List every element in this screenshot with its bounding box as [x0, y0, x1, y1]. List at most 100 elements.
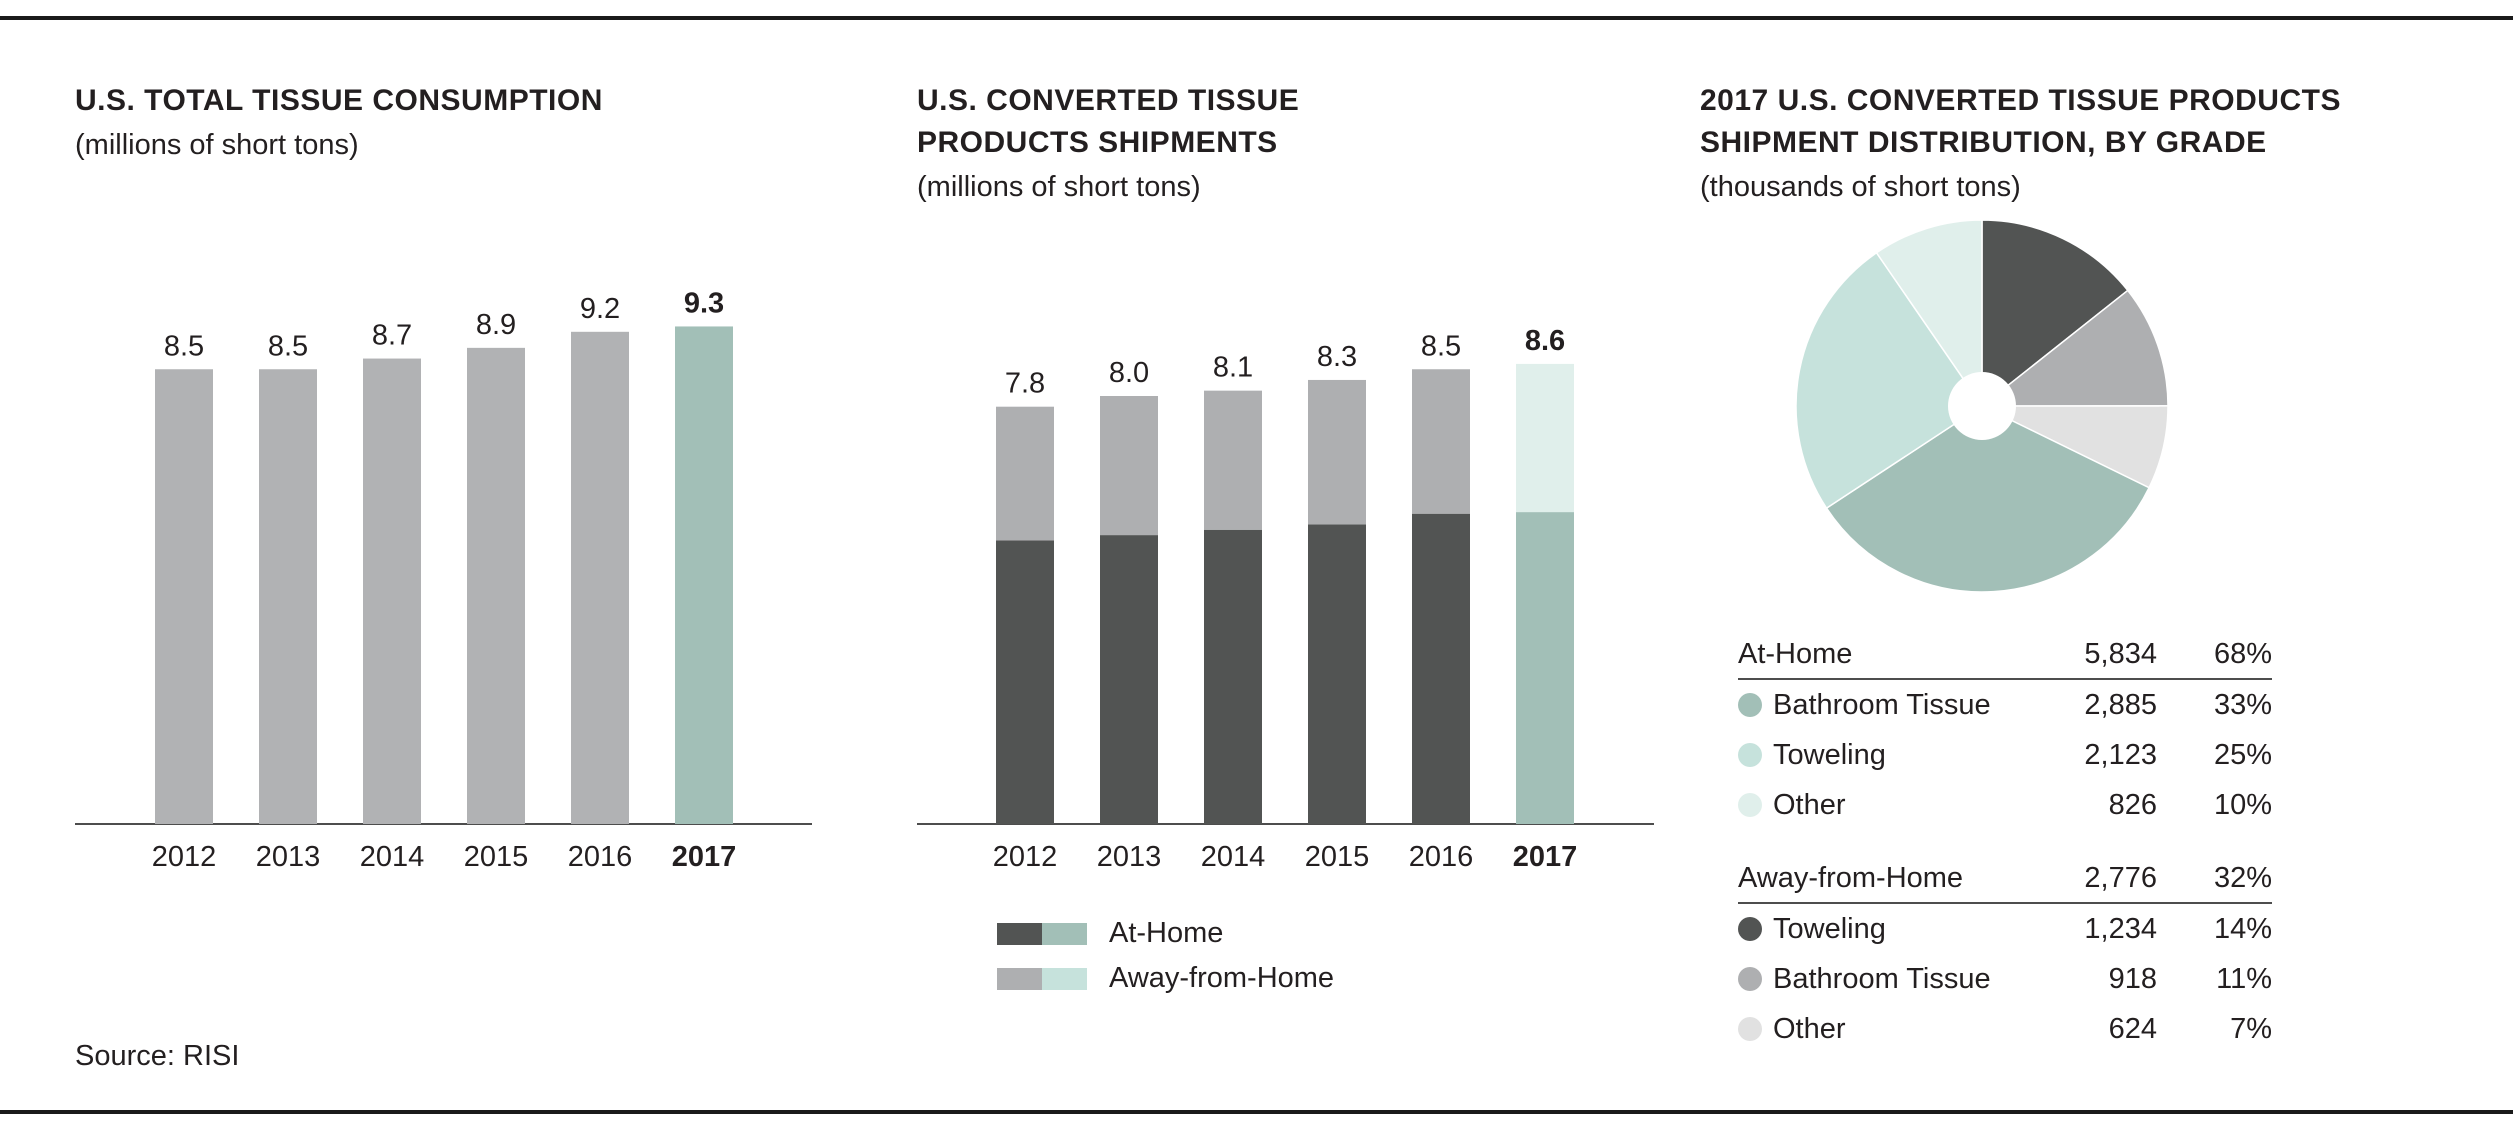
bar-2013 [259, 369, 317, 824]
legend-item-at-home: At-Home [997, 917, 1223, 950]
table-row: Other 624 7% [1738, 1004, 2272, 1054]
legend-dot-icon [1738, 1017, 1762, 1041]
top-rule [0, 16, 2513, 20]
bar-2015 [467, 347, 525, 824]
chart2-title-line2: PRODUCTS SHIPMENTS [917, 126, 1278, 159]
bar-2014 [363, 358, 421, 824]
chart1-title: U.S. TOTAL TISSUE CONSUMPTION [75, 84, 603, 117]
table-row: Bathroom Tissue 2,885 33% [1738, 680, 2272, 730]
data-label-2014: 8.7 [372, 320, 412, 352]
data-label-2012: 7.8 [1005, 368, 1045, 400]
bottom-rule [0, 1110, 2513, 1114]
chart2-title: U.S. CONVERTED TISSUE PRODUCTS SHIPMENTS [917, 80, 1299, 164]
shipments-stacked-bar-chart: 7.8 2012 8.0 2013 8.1 2014 8.3 2015 8.5 2016 8.6 20… [917, 325, 1654, 873]
pie-slice-home-other [1875, 219, 1983, 409]
bar-at-home-2016 [1412, 513, 1470, 824]
source-note: Source: RISI [75, 1040, 240, 1072]
item-value: 624 [2108, 1013, 2157, 1045]
data-label-2015: 8.9 [476, 309, 516, 341]
tick-label-2015: 2015 [464, 841, 529, 873]
item-label: Toweling [1773, 739, 1886, 771]
consumption-bar-chart: 8.5 2012 8.5 2013 8.7 2014 8.9 2015 9.2 2016 9.3 20… [75, 287, 812, 873]
item-label: Other [1773, 789, 1846, 821]
item-value: 918 [2108, 963, 2157, 995]
data-label-2013: 8.0 [1109, 357, 1149, 389]
item-pct: 10% [2213, 789, 2272, 821]
data-label-2015: 8.3 [1317, 341, 1357, 373]
distribution-pie-chart [1795, 219, 2169, 593]
tick-label-2013: 2013 [1097, 841, 1162, 873]
bar-2016 [571, 331, 629, 824]
legend-label-away-from-home: Away-from-Home [1109, 962, 1335, 994]
bar-at-home-2014 [1204, 529, 1262, 824]
bar-away-from-home-2014 [1204, 390, 1262, 530]
tick-label-2017: 2017 [1513, 841, 1578, 873]
bar-away-from-home-2015 [1308, 379, 1366, 525]
table-row: Toweling 2,123 25% [1738, 730, 2272, 780]
data-label-2014: 8.1 [1213, 352, 1253, 384]
bar-away-from-home-2017 [1516, 363, 1574, 513]
item-label: Toweling [1773, 913, 1886, 945]
item-pct: 7% [2230, 1013, 2272, 1045]
bar-at-home-2015 [1308, 524, 1366, 824]
data-label-2012: 8.5 [164, 330, 204, 362]
table-row: Other 826 10% [1738, 780, 2272, 830]
data-label-2016: 9.2 [580, 293, 620, 325]
group-label: At-Home [1738, 638, 1853, 670]
bar-2012 [155, 369, 213, 824]
item-value: 2,123 [2084, 739, 2157, 771]
bar-at-home-2013 [1100, 535, 1158, 824]
table-group-row-at-home: At-Home 5,834 68% [1738, 630, 2272, 680]
item-label: Bathroom Tissue [1773, 689, 1991, 721]
table-gap [1738, 830, 2272, 854]
bar-at-home-2017 [1516, 512, 1574, 824]
legend-label-at-home: At-Home [1109, 917, 1224, 949]
data-label-2013: 8.5 [268, 330, 308, 362]
chart1-subtitle: (millions of short tons) [75, 129, 359, 161]
item-value: 1,234 [2084, 913, 2157, 945]
item-pct: 14% [2213, 913, 2272, 945]
item-value: 826 [2108, 789, 2157, 821]
table-row: Bathroom Tissue 918 11% [1738, 954, 2272, 1004]
tick-label-2016: 2016 [568, 841, 633, 873]
distribution-table: At-Home 5,834 68% Bathroom Tissue 2,885 … [1738, 630, 2272, 1054]
chart2-title-line1: U.S. CONVERTED TISSUE [917, 84, 1300, 117]
item-label: Other [1773, 1013, 1846, 1045]
data-label-2017: 9.3 [684, 287, 724, 319]
chart3-subtitle: (thousands of short tons) [1700, 171, 2021, 203]
table-group-row-away-from-home: Away-from-Home 2,776 32% [1738, 854, 2272, 904]
chart3-title-line1: 2017 U.S. CONVERTED TISSUE PRODUCTS [1700, 84, 2341, 117]
legend-dot-icon [1738, 693, 1762, 717]
tick-label-2015: 2015 [1305, 841, 1370, 873]
pie-slice-away-toweling [1981, 219, 2129, 408]
item-value: 2,885 [2084, 689, 2157, 721]
pie-slice-away-bathroom-tissue [1979, 289, 2169, 407]
item-pct: 11% [2216, 963, 2272, 995]
bar-away-from-home-2013 [1100, 396, 1158, 536]
tick-label-2014: 2014 [360, 841, 425, 873]
tick-label-2017: 2017 [672, 841, 737, 873]
pie-center-hole [1948, 372, 2016, 440]
item-pct: 33% [2213, 689, 2272, 721]
bar-2017 [675, 326, 733, 824]
group-label: Away-from-Home [1738, 862, 1964, 894]
data-label-2017: 8.6 [1525, 325, 1565, 357]
legend-dot-icon [1738, 967, 1762, 991]
tick-label-2012: 2012 [152, 841, 217, 873]
item-label: Bathroom Tissue [1773, 963, 1991, 995]
pie-slice-home-toweling [1795, 251, 1984, 510]
group-total: 5,834 [2084, 638, 2157, 670]
data-label-2016: 8.5 [1421, 330, 1461, 362]
chart3-title-line2: SHIPMENT DISTRIBUTION, BY GRADE [1700, 126, 2267, 159]
legend-swatch-away-from-home [997, 967, 1087, 990]
group-pct: 68% [2213, 638, 2272, 670]
chart3-title: 2017 U.S. CONVERTED TISSUE PRODUCTS SHIP… [1700, 80, 2341, 164]
tick-label-2012: 2012 [993, 841, 1058, 873]
bar-away-from-home-2012 [996, 406, 1054, 541]
legend-dot-icon [1738, 743, 1762, 767]
table-row: Toweling 1,234 14% [1738, 904, 2272, 954]
legend-dot-icon [1738, 917, 1762, 941]
pie-slice-home-bathroom-tissue [1825, 405, 2151, 593]
legend-item-away-from-home: Away-from-Home [997, 962, 1334, 995]
